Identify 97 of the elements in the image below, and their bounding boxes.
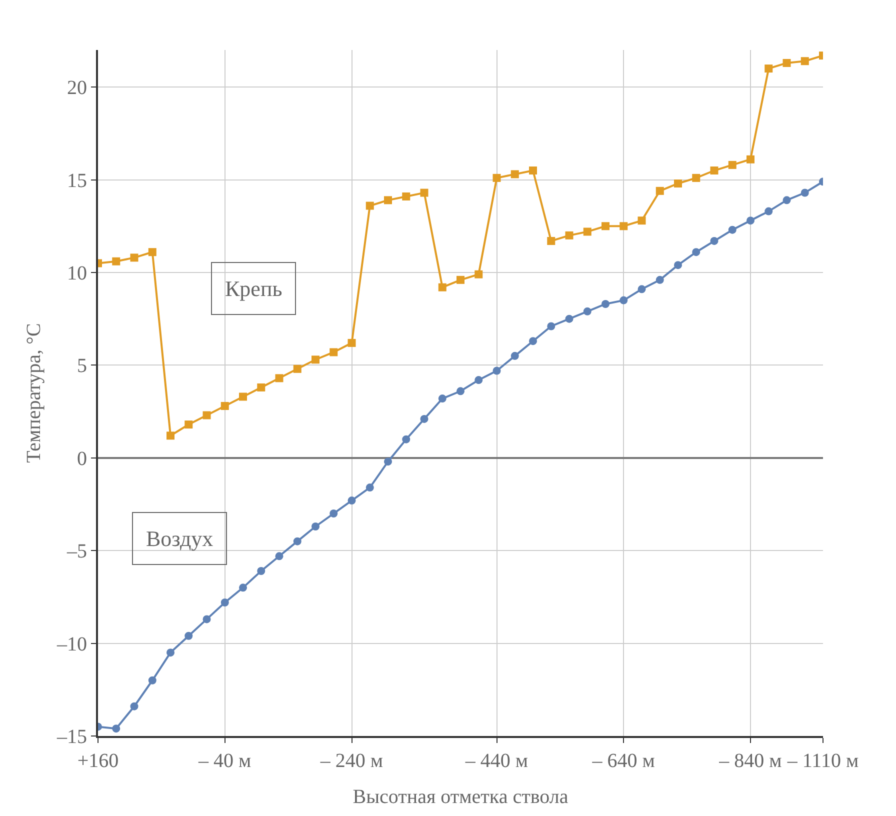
point [166,432,174,440]
point [402,435,410,444]
point [602,300,610,308]
point [492,366,501,375]
point [529,166,537,175]
point [330,348,338,356]
point [366,202,374,210]
point [420,414,428,423]
point [275,374,284,382]
point [312,356,320,364]
point [583,307,592,316]
point [638,216,646,225]
point [420,188,428,197]
point [800,57,809,66]
point [257,566,266,575]
point [710,166,718,175]
point [547,322,556,330]
point [184,420,193,429]
point [547,236,556,245]
point [257,383,266,392]
point [474,376,483,384]
point [348,496,356,505]
y-tick-label: 10 [67,262,87,284]
point [330,510,338,518]
point [746,216,754,225]
y-tick-label: 5 [77,355,87,378]
y-tick-label: –5 [66,540,87,563]
y-tick-label: –10 [56,633,87,656]
point [529,337,537,346]
x-axis-title: Высотная отметка ствола [352,786,568,808]
point [728,160,736,169]
point [620,222,628,230]
x-tick-label: – 40 м [198,750,252,772]
point [366,484,374,492]
point [510,352,519,360]
point [112,257,120,266]
point [674,179,682,188]
series-label: Воздух [146,526,214,551]
y-axis-title: Температура, °C [23,323,45,463]
point [692,248,700,256]
point [800,188,809,197]
point [456,276,464,284]
point [728,226,736,234]
point [112,724,120,733]
point [130,702,138,710]
point [764,207,773,216]
point [565,231,574,240]
point [239,392,247,401]
point [166,648,174,657]
point [438,394,446,403]
point [312,522,320,530]
point [202,411,211,420]
point [565,314,574,323]
point [184,632,193,640]
x-tick-label: – 640 м [591,750,656,772]
point [202,615,211,624]
point [275,552,284,560]
point [492,174,501,182]
point [782,58,791,67]
point [402,192,410,200]
point [692,174,700,182]
point [148,676,156,684]
point [293,537,302,546]
y-tick-label: 15 [67,170,87,192]
point [239,584,247,592]
point [456,387,464,396]
point [220,598,229,607]
point [293,364,302,373]
x-tick-label: – 240 м [319,750,384,772]
point [384,458,392,466]
point [746,155,754,164]
point [674,261,682,270]
point [348,338,356,347]
point [782,196,791,204]
point [656,186,664,195]
point [148,248,156,256]
x-tick-label: +160 [77,750,119,772]
point [620,296,628,304]
point [656,276,664,284]
point [710,236,718,245]
point [583,228,592,236]
y-tick-label: 20 [67,77,87,100]
point [438,283,446,292]
point [764,64,773,73]
y-tick-label: 0 [77,448,87,470]
point [474,270,483,278]
point [220,402,229,410]
point [638,285,646,294]
x-tick-label: – 840 м [718,750,782,772]
point [602,222,610,230]
x-tick-label: – 440 м [464,750,528,772]
text: Крепь [225,276,282,301]
x-tick-label: – 1110 м [786,750,859,772]
point [384,196,392,204]
y-tick-label: –15 [56,726,87,748]
point [130,254,138,262]
point [510,170,519,178]
